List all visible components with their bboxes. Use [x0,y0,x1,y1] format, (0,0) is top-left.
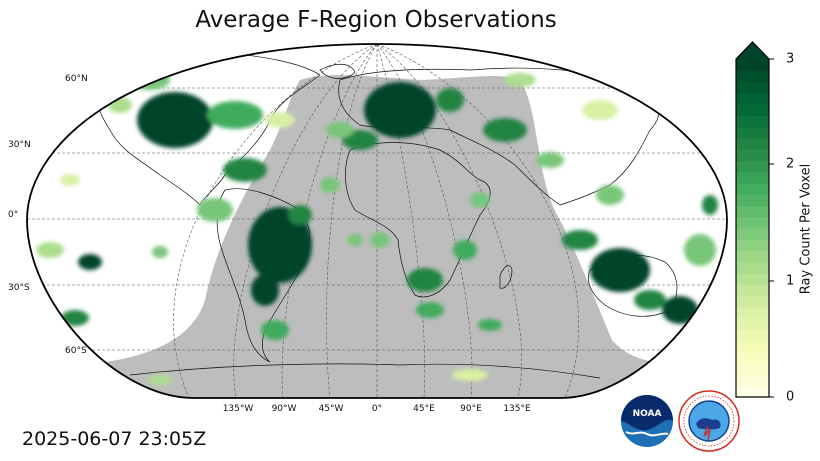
colorbar-segment [736,295,769,308]
colorbar-segment [736,363,769,376]
colorbar-label: Ray Count Per Voxel [798,163,814,295]
colorbar-segment [736,306,769,319]
colorbar-segment [736,171,769,184]
colorbar-segment [736,351,769,364]
colorbar-segment [736,318,769,330]
timestamp: 2025-06-07 23:05Z [22,428,207,450]
colorbar-segment [736,81,769,94]
lat-label-30n: 30°N [8,140,31,150]
lon-label-90w: 90°W [271,404,297,414]
colorbar [735,41,774,398]
nws-logo [678,390,740,452]
colorbar-segment [736,70,769,83]
colorbar-segment [736,104,769,116]
map-title: Average F-Region Observations [195,7,557,33]
colorbar-segment [736,182,769,195]
lat-label-60s: 60°S [65,346,87,356]
colorbar-segment [736,273,769,285]
colorbar-segment [736,284,769,297]
noaa-logo: NOAA [621,395,673,447]
colorbar-segment [736,115,769,128]
lat-label-60n: 60°N [65,74,88,84]
lon-label-0: 0° [371,404,383,414]
colorbar-segment [736,126,769,139]
lon-label-90e: 90°E [460,404,482,414]
colorbar-segment [736,385,769,398]
colorbar-extend-max [736,42,769,59]
colorbar-segment [736,194,769,207]
colorbar-segment [736,137,769,150]
globe-outline [26,43,728,399]
colorbar-segment [736,92,769,105]
colorbar-segment [736,261,769,274]
lat-label-0: 0° [8,210,19,220]
colorbar-tick-2: 2 [786,156,795,172]
lon-label-135w: 135°W [222,404,254,414]
ray-count-blobs [36,70,718,385]
colorbar-segment [736,216,769,229]
colorbar-tick-0: 0 [786,389,795,405]
colorbar-segment [736,205,769,218]
lon-label-135e: 135°E [503,404,531,414]
colorbar-segment [736,228,769,240]
colorbar-tick-3: 3 [786,51,795,67]
colorbar-segment [736,374,769,387]
colorbar-segment [736,149,769,161]
colorbar-segment [736,250,769,263]
lon-label-45w: 45°W [318,404,344,414]
lat-label-30s: 30°S [8,283,30,293]
colorbar-segment [736,340,769,353]
colorbar-outline [735,41,770,398]
svg-text:NOAA: NOAA [633,409,662,419]
colorbar-segment [736,160,769,173]
colorbar-tick-1: 1 [786,273,795,289]
colorbar-segment [736,59,769,71]
colorbar-segment [736,239,769,252]
colorbar-segment [736,329,769,342]
lon-label-45e: 45°E [413,404,435,414]
